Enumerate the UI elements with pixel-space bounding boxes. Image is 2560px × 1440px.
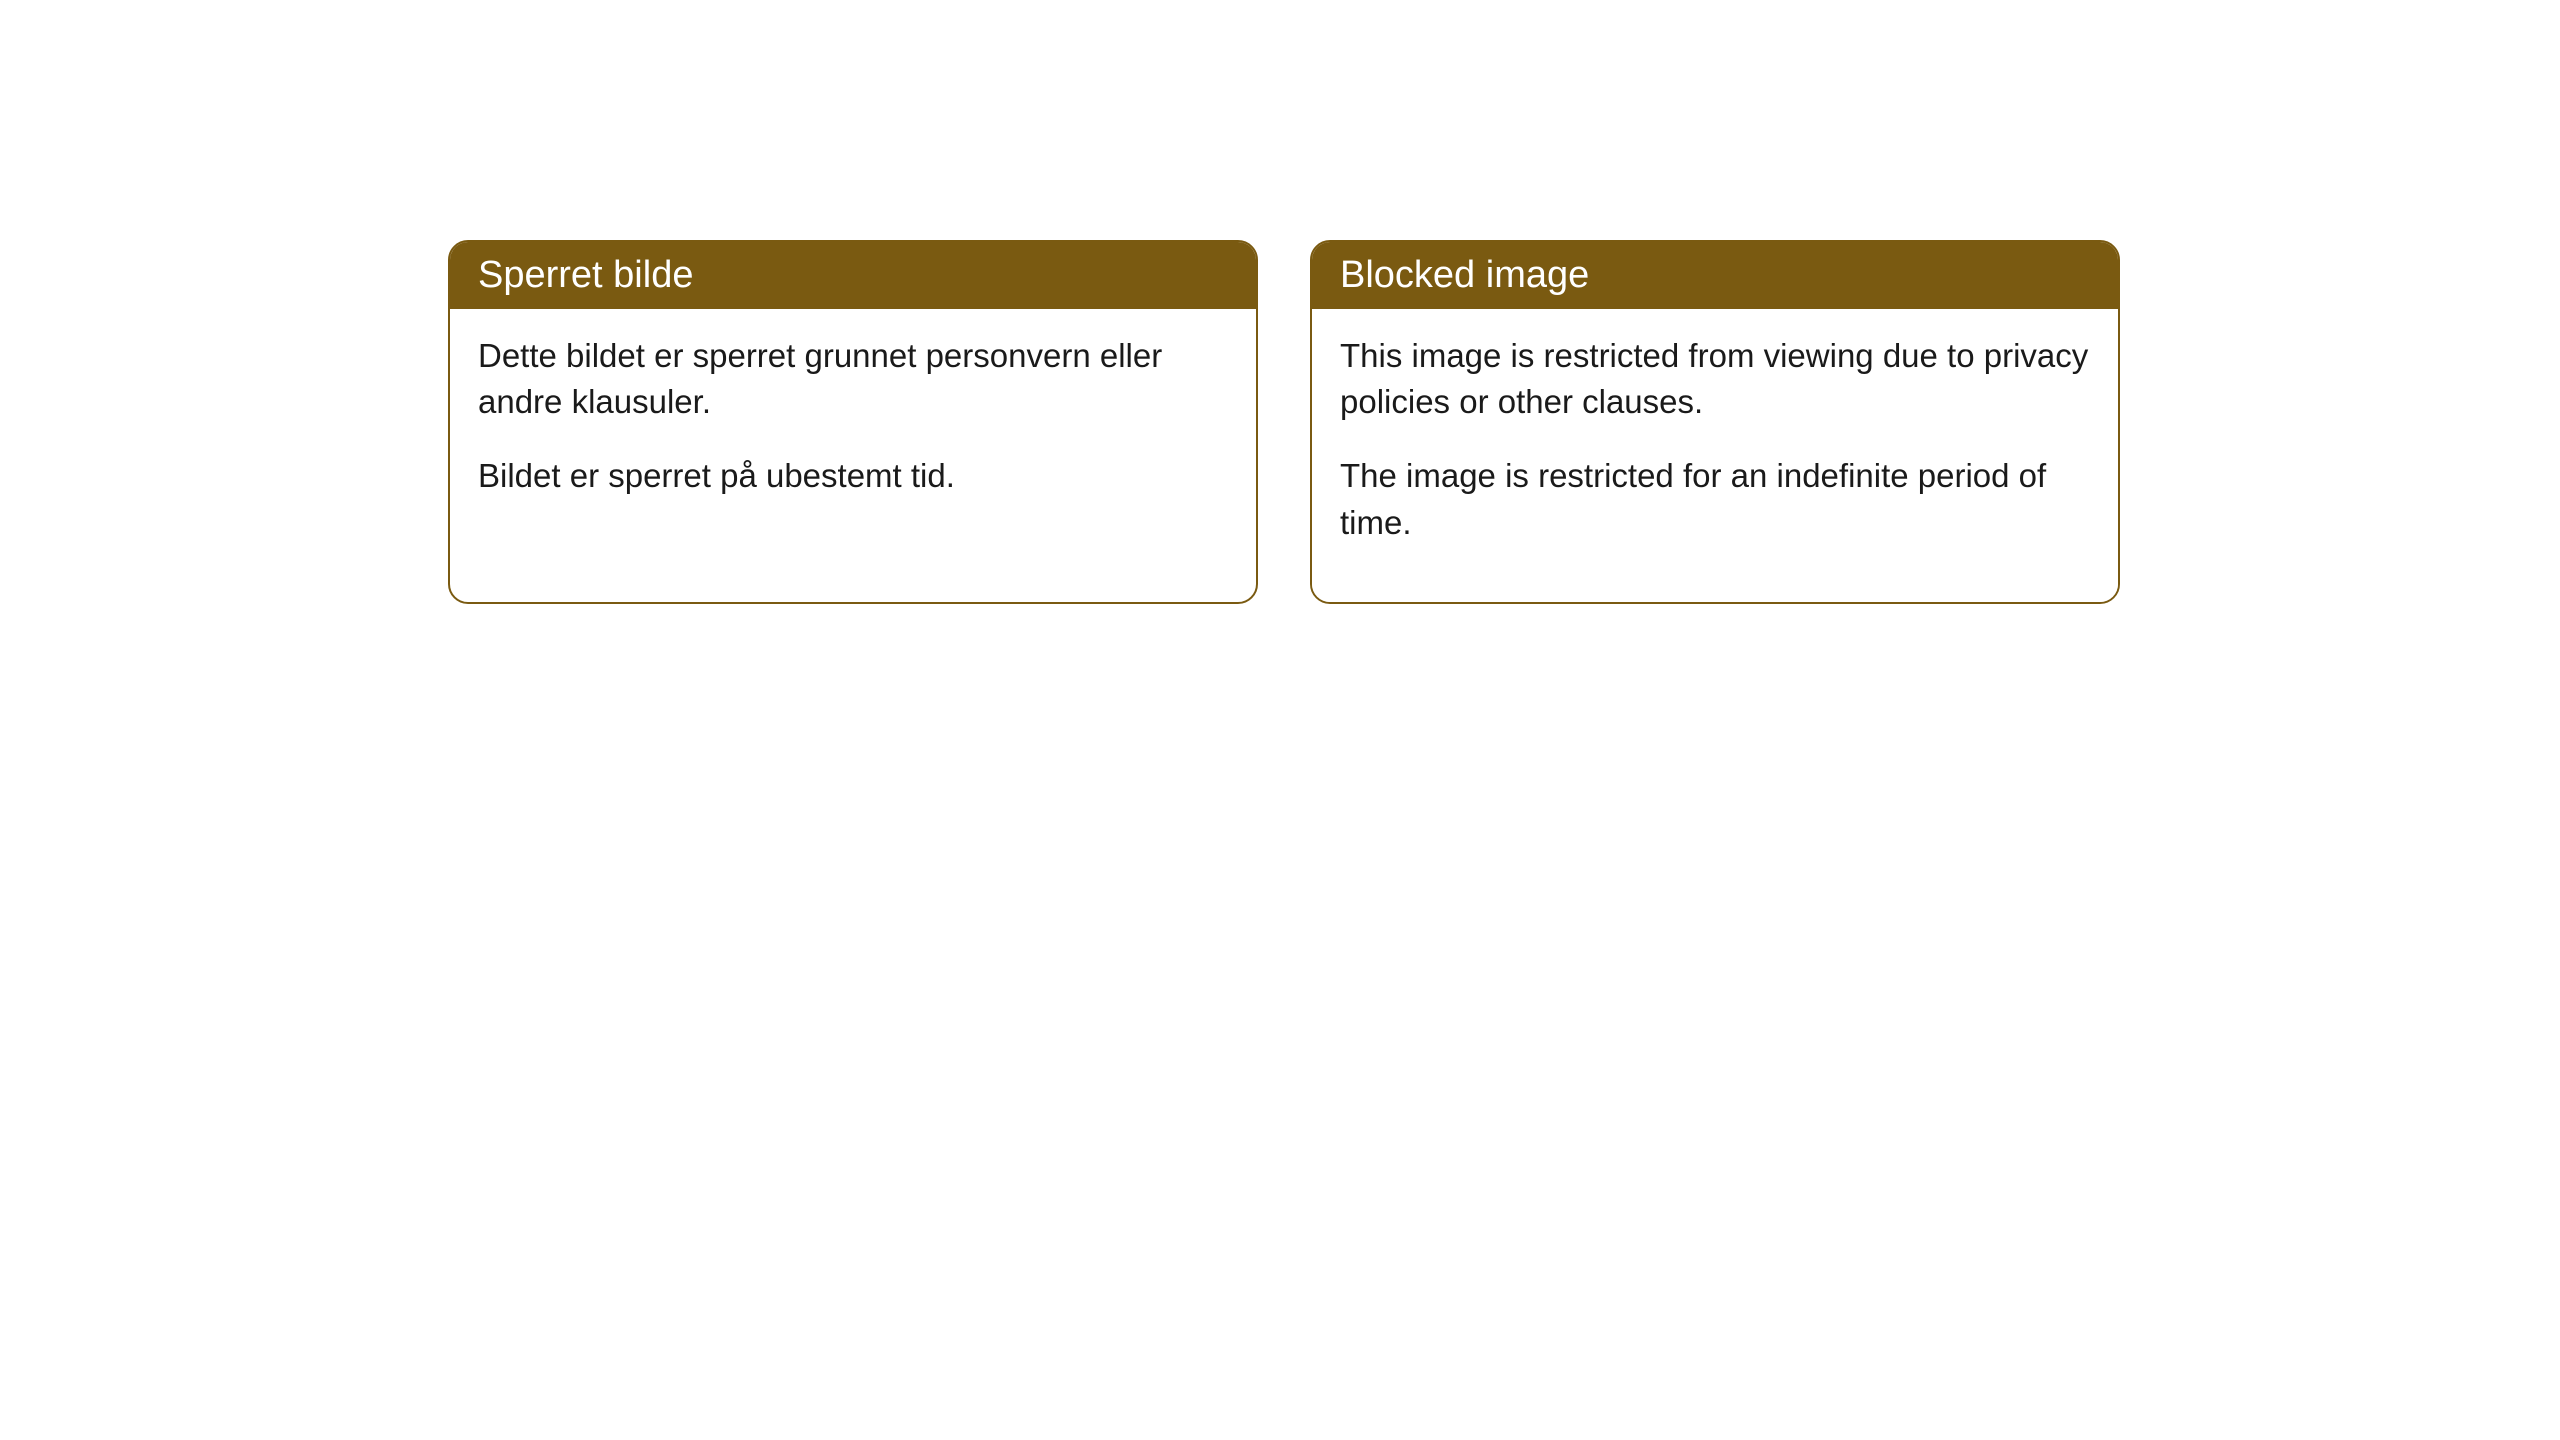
- card-paragraph: This image is restricted from viewing du…: [1340, 333, 2090, 425]
- notice-card-norwegian: Sperret bilde Dette bildet er sperret gr…: [448, 240, 1258, 604]
- card-body-english: This image is restricted from viewing du…: [1312, 309, 2118, 602]
- card-paragraph: Bildet er sperret på ubestemt tid.: [478, 453, 1228, 499]
- card-body-norwegian: Dette bildet er sperret grunnet personve…: [450, 309, 1256, 556]
- card-header-english: Blocked image: [1312, 242, 2118, 309]
- card-paragraph: Dette bildet er sperret grunnet personve…: [478, 333, 1228, 425]
- notice-card-english: Blocked image This image is restricted f…: [1310, 240, 2120, 604]
- card-paragraph: The image is restricted for an indefinit…: [1340, 453, 2090, 545]
- card-title: Blocked image: [1340, 254, 1589, 296]
- card-title: Sperret bilde: [478, 254, 693, 296]
- notice-cards-container: Sperret bilde Dette bildet er sperret gr…: [448, 240, 2120, 604]
- card-header-norwegian: Sperret bilde: [450, 242, 1256, 309]
